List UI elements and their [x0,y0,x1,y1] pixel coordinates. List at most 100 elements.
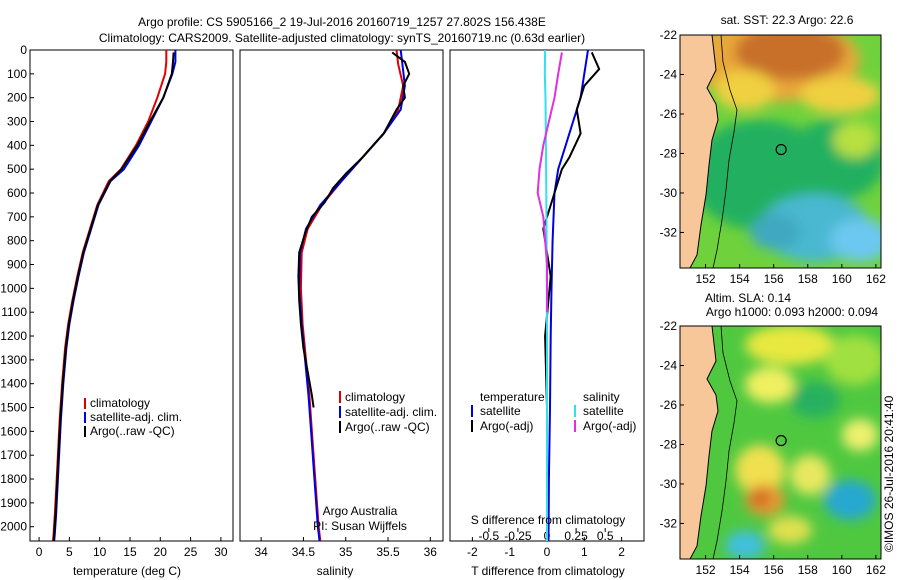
map-lon-tick-label: 152 [696,563,716,577]
sst-map-panel: sat. SST: 22.3 Argo: 22.6 [660,13,887,286]
difference-tick-label: 2 [618,545,625,559]
sst-map-title: sat. SST: 22.3 Argo: 22.6 [721,13,854,27]
imos-credit: ©IMOS 26-Jul-2016 20:41:40 [882,395,896,552]
difference-tick-label: -2 [467,545,478,559]
temperature-tick-label: 15 [123,545,137,559]
difference-series-cyan [543,49,548,541]
depth-tick-label: 1800 [0,472,27,486]
legend-satellite: satellite-adj. clim. [90,410,182,424]
legend-argo: Argo(..raw -QC) [90,424,175,438]
salinity-tick-label: 36 [424,545,438,559]
map-lon-tick-label: 158 [798,563,818,577]
temperature-tick-label: 20 [154,545,168,559]
legend-satellite: satellite-adj. clim. [345,405,437,419]
depth-tick-label: 800 [7,234,27,248]
depth-tick-label: 1500 [0,401,27,415]
depth-tick-label: 1300 [0,353,27,367]
map-lon-tick-label: 154 [730,563,750,577]
difference-series-magenta [536,52,563,313]
map-lat-tick-label: -26 [660,398,678,412]
map-lon-tick-label: 154 [730,272,750,286]
difference-series-black [542,51,601,541]
salinity-tick-label: 35 [339,545,353,559]
map-lon-tick-label: 152 [696,272,716,286]
depth-tick-label: 300 [7,115,27,129]
salinity-series-red [299,49,405,542]
legend-argo: Argo(..raw -QC) [345,420,430,434]
legend-salinity-title: salinity [583,390,620,404]
temperature-series [52,50,177,542]
legend-temperature-title: temperature [480,390,545,404]
depth-tick-label: 600 [7,186,27,200]
difference-tick-label: 0 [544,545,551,559]
map-lon-tick-label: 160 [832,563,852,577]
map-lat-tick-label: -22 [660,319,678,333]
map-lat-tick-label: -28 [660,437,678,451]
legend-s-satellite: satellite [583,404,624,418]
legend-t-argo: Argo(-adj) [480,419,533,433]
argo-float-position-marker [775,434,787,447]
sst-map-frame [679,34,882,269]
temperature-xlabel: temperature (deg C) [73,564,181,578]
difference-series [536,49,601,542]
header-line1: Argo profile: CS 5905166_2 19-Jul-2016 2… [138,15,546,29]
sla-lon-ticks: 152 154 156 158 160 162 [696,555,886,577]
temperature-legend: climatology satellite-adj. clim. Argo(..… [84,396,182,438]
temperature-series-black [52,52,175,542]
map-lat-tick-label: -30 [660,186,678,200]
s-difference-tick-label: 0.25 [564,529,588,543]
depth-tick-label: 1900 [0,496,27,510]
annotation-pi: PI: Susan Wijffels [313,519,407,533]
s-difference-tick-label: -0.25 [504,529,532,543]
salinity-ticks: 34 34.5 35 35.5 36 [254,537,437,559]
difference-legend: temperature salinity satellite Argo(-adj… [471,390,636,433]
depth-tick-label: 1600 [0,424,27,438]
temperature-panel: 0100200300400500600700800900100011001200… [0,43,234,578]
salinity-series [297,49,411,542]
difference-tick-label: 1 [581,545,588,559]
depth-tick-label: 900 [7,258,27,272]
map-lat-tick-label: -22 [660,28,678,42]
temperature-axes-frame [29,49,234,542]
map-lon-tick-label: 158 [798,272,818,286]
map-lon-tick-label: 162 [866,563,886,577]
legend-s-argo: Argo(-adj) [583,419,636,433]
depth-tick-label: 700 [7,210,27,224]
map-lat-tick-label: -26 [660,107,678,121]
map-lat-tick-label: -32 [660,225,678,239]
map-lat-tick-label: -32 [660,516,678,530]
legend-t-satellite: satellite [480,404,521,418]
argo-float-position-marker [775,143,787,156]
header-line2: Climatology: CARS2009. Satellite-adjuste… [99,31,585,45]
map-lon-tick-label: 160 [832,272,852,286]
salinity-tick-label: 35.5 [376,545,400,559]
sst-lat-ticks: -22 -24 -26 -28 -30 -32 [660,28,684,239]
salinity-axes-frame [239,49,444,542]
s-difference-tick-label: -0.5 [478,529,499,543]
difference-series-blue [547,49,589,542]
salinity-legend: climatology satellite-adj. clim. Argo(..… [339,390,437,434]
depth-tick-label: 200 [7,91,27,105]
depth-tick-label: 0 [20,43,27,57]
map-lon-tick-label: 156 [764,272,784,286]
t-difference-xlabel: T difference from climatology [471,564,625,578]
depth-tick-label: 400 [7,138,27,152]
salinity-tick-label: 34.5 [292,545,316,559]
map-lat-tick-label: -24 [660,358,678,372]
legend-climatology: climatology [90,396,150,410]
sla-map-subtitle: Argo h1000: 0.093 h2000: 0.094 [706,305,878,319]
temperature-tick-label: 30 [214,545,228,559]
temperature-tick-label: 25 [184,545,198,559]
temperature-tick-label: 10 [93,545,107,559]
salinity-series-black [297,51,411,408]
depth-tick-label: 1100 [1,305,27,319]
s-difference-xlabel: S difference from climatology [471,513,626,527]
sla-lat-ticks: -22 -24 -26 -28 -30 -32 [660,319,684,530]
map-lat-tick-label: -30 [660,477,678,491]
depth-tick-label: 500 [7,162,27,176]
sla-map-frame [679,325,882,560]
s-difference-tick-label: 0.5 [597,529,614,543]
sst-field [680,35,881,268]
depth-tick-label: 1700 [0,448,27,462]
